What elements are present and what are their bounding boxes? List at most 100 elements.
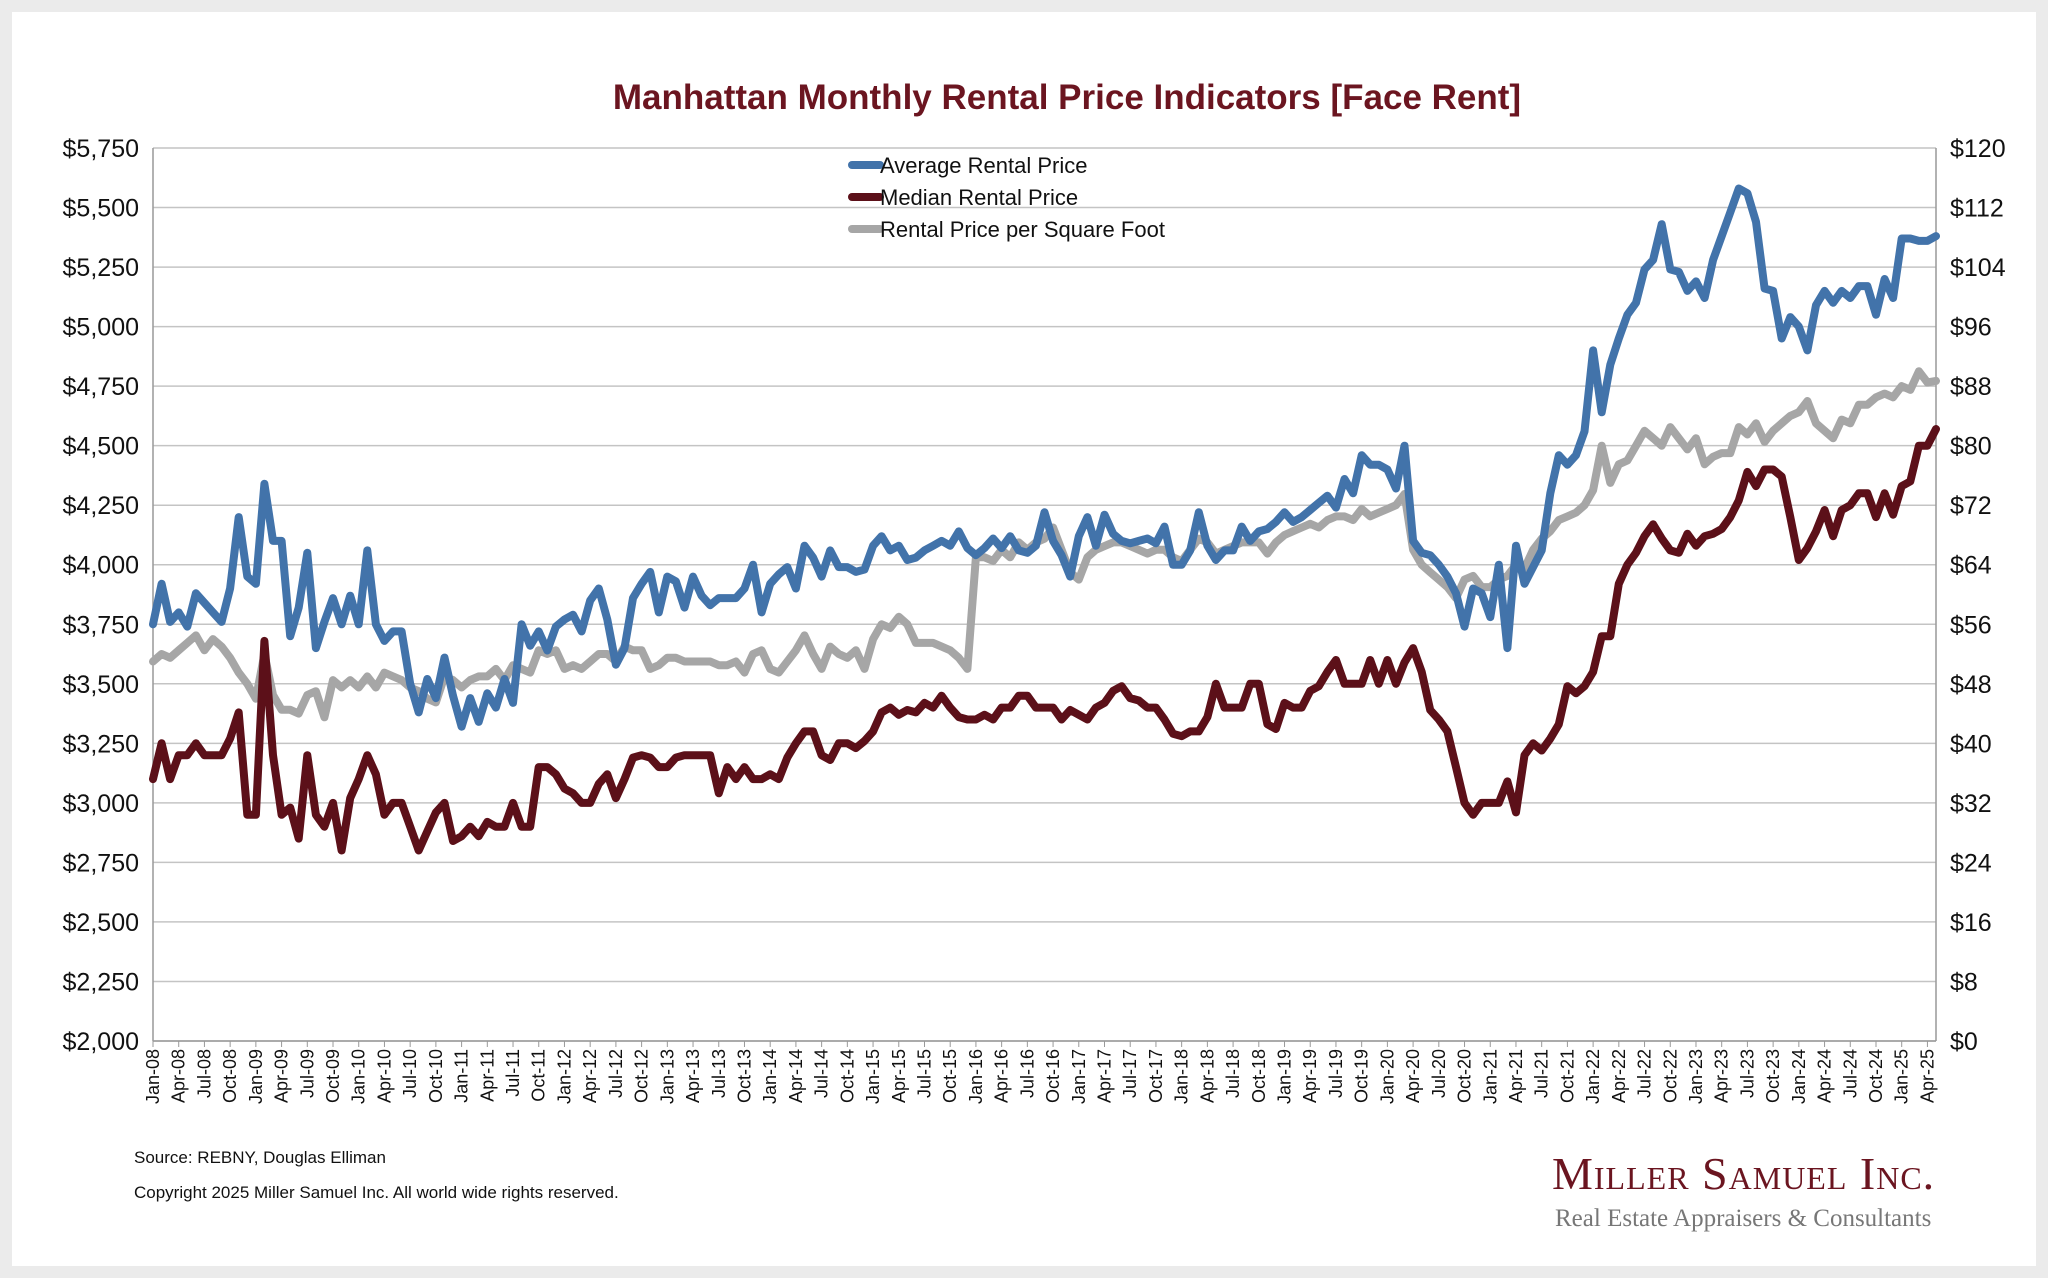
x-tick-label: Oct-09 [323,1049,343,1103]
x-tick-label: Apr-24 [1815,1049,1835,1103]
y-left-tick-label: $3,500 [63,671,139,699]
y-right-tick-label: $96 [1950,314,1992,342]
x-tick-label: Apr-13 [683,1049,703,1103]
chart-svg: Manhattan Monthly Rental Price Indicator… [63,78,2006,1104]
source-note: Source: REBNY, Douglas Elliman [134,1148,386,1167]
legend-label: Average Rental Price [880,153,1088,178]
y-left-tick-label: $2,750 [63,849,139,877]
y-right-tick-label: $72 [1950,492,1992,520]
legend-item: Median Rental Price [848,185,1078,210]
x-tick-label: Jan-25 [1892,1049,1912,1104]
y-left-tick-label: $4,000 [63,552,139,580]
y-left-tick-label: $4,250 [63,492,139,520]
x-tick-label: Oct-15 [940,1049,960,1103]
x-tick-label: Jan-22 [1583,1049,1603,1104]
y-right-tick-label: $40 [1950,730,1992,758]
y-right-tick-label: $104 [1950,254,2006,282]
x-tick-label: Jul-21 [1532,1049,1552,1098]
legend: Average Rental Price Median Rental Price R… [848,153,1165,242]
x-tick-label: Oct-19 [1352,1049,1372,1103]
y-left-tick-label: $3,750 [63,611,139,639]
x-tick-label: Jul-09 [297,1049,317,1098]
x-tick-label: Jan-18 [1172,1049,1192,1104]
y-right-tick-label: $80 [1950,433,1992,461]
y-left-tick-label: $5,250 [63,254,139,282]
y-axis-left-labels: $2,000 $2,250 $2,500 $2,750 $3,000 $3,250 $3,5… [63,135,139,1056]
x-tick-label: Oct-20 [1455,1049,1475,1103]
x-tick-label: Jul-16 [1017,1049,1037,1098]
y-right-tick-label: $56 [1950,611,1992,639]
chart-title: Manhattan Monthly Rental Price Indicator… [613,78,1521,117]
chart-panel: Manhattan Monthly Rental Price Indicator… [12,12,2036,1266]
x-tick-label: Apr-22 [1609,1049,1629,1103]
company-logo-name: Miller Samuel Inc. [1552,1148,1936,1199]
x-tick-label: Oct-13 [734,1049,754,1103]
x-tick-label: Apr-19 [1300,1049,1320,1103]
x-tick-label: Oct-16 [1043,1049,1063,1103]
x-tick-label: Jan-14 [760,1049,780,1104]
x-tick-label: Apr-12 [580,1049,600,1103]
series-line-median-rental-price [149,425,1940,855]
x-tick-label: Jul-24 [1840,1049,1860,1098]
x-tick-label: Jan-23 [1686,1049,1706,1104]
y-right-tick-label: $32 [1950,790,1992,818]
y-left-tick-label: $2,500 [63,909,139,937]
x-tick-label: Jul-15 [914,1049,934,1098]
gridlines [153,147,1936,1042]
y-left-tick-label: $5,750 [63,135,139,163]
x-tick-label: Jan-17 [1069,1049,1089,1104]
x-tick-label: Jul-19 [1326,1049,1346,1098]
x-tick-label: Jan-08 [143,1049,163,1104]
x-tick-label: Jan-09 [246,1049,266,1104]
x-axis-labels: Jan-08 Apr-08 Jul-08 Oct-08 Jan-09 Apr-09 Jul-… [143,1049,1937,1104]
y-left-tick-label: $5,000 [63,314,139,342]
y-right-tick-label: $48 [1950,671,1992,699]
x-tick-label: Oct-23 [1763,1049,1783,1103]
x-tick-label: Jan-11 [452,1049,472,1103]
x-tick-label: Jul-12 [606,1049,626,1098]
y-left-tick-label: $4,500 [63,433,139,461]
y-right-tick-label: $24 [1950,849,1992,877]
legend-label: Median Rental Price [880,185,1078,210]
x-tick-label: Jul-22 [1635,1049,1655,1098]
x-tick-label: Jul-08 [194,1049,214,1098]
axes [152,148,1937,1047]
x-tick-label: Oct-24 [1866,1049,1886,1103]
x-tick-label: Jan-19 [1275,1049,1295,1104]
x-tick-label: Jul-20 [1429,1049,1449,1098]
y-right-tick-label: $112 [1950,195,2004,223]
x-tick-label: Jan-20 [1377,1049,1397,1104]
x-tick-label: Jul-13 [709,1049,729,1098]
x-tick-label: Oct-12 [632,1049,652,1103]
x-tick-label: Jan-24 [1789,1049,1809,1104]
x-tick-label: Oct-22 [1660,1049,1680,1103]
copyright-note: Copyright 2025 Miller Samuel Inc. All wo… [134,1183,619,1202]
y-left-tick-label: $3,000 [63,790,139,818]
y-left-tick-label: $2,250 [63,968,139,996]
series-line-average-rental-price [149,184,1940,731]
legend-item: Average Rental Price [848,153,1088,178]
x-tick-label: Apr-21 [1506,1049,1526,1103]
x-tick-label: Oct-21 [1557,1049,1577,1103]
x-tick-label: Jul-18 [1223,1049,1243,1098]
y-left-tick-label: $3,250 [63,730,139,758]
x-tick-label: Apr-23 [1712,1049,1732,1103]
x-tick-label: Oct-11 [529,1049,549,1102]
x-tick-label: Apr-14 [786,1049,806,1103]
company-logo-tagline: Real Estate Appraisers & Consultants [1555,1205,1932,1232]
x-tick-label: Apr-08 [169,1049,189,1103]
y-left-tick-label: $2,000 [63,1028,139,1056]
x-tick-label: Apr-10 [374,1049,394,1103]
y-right-tick-label: $88 [1950,373,1992,401]
x-tick-label: Apr-18 [1197,1049,1217,1103]
x-tick-label: Apr-20 [1403,1049,1423,1103]
x-tick-label: Jan-13 [657,1049,677,1104]
x-tick-label: Apr-25 [1917,1049,1937,1103]
y-right-tick-label: $16 [1950,909,1992,937]
x-tick-label: Jul-14 [812,1049,832,1098]
y-right-tick-label: $120 [1950,135,2006,163]
y-right-tick-label: $0 [1950,1028,1978,1056]
x-tick-label: Jul-11 [503,1049,523,1097]
x-tick-label: Apr-16 [992,1049,1012,1103]
x-tick-label: Jan-15 [863,1049,883,1104]
